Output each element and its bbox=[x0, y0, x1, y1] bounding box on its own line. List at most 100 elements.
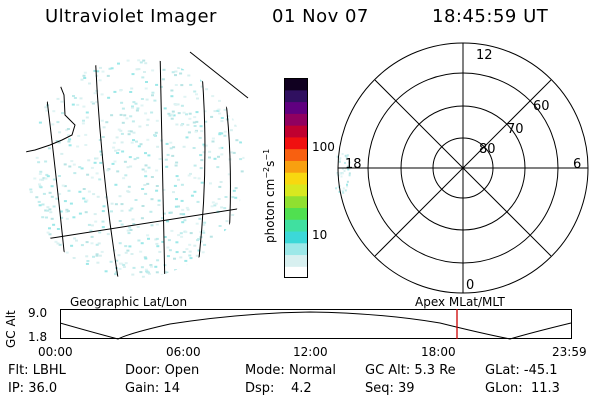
speckle bbox=[344, 162, 346, 164]
colorbar-band bbox=[284, 183, 308, 197]
speckle bbox=[122, 266, 126, 268]
mlt-label-12: 12 bbox=[476, 48, 493, 63]
speckle bbox=[177, 178, 180, 181]
colorbar-band bbox=[284, 125, 308, 138]
speckle bbox=[240, 199, 244, 202]
status-seq: Seq: 39 bbox=[365, 381, 415, 396]
speckle bbox=[50, 217, 54, 220]
speckle bbox=[100, 153, 104, 156]
speckle bbox=[102, 205, 106, 208]
speckle bbox=[79, 97, 83, 100]
speckle bbox=[84, 144, 88, 146]
speckle bbox=[95, 253, 99, 256]
speckle bbox=[138, 125, 142, 128]
speckle bbox=[174, 74, 177, 77]
speckle bbox=[167, 239, 171, 242]
speckle bbox=[41, 178, 45, 181]
speckle bbox=[101, 220, 105, 223]
speckle bbox=[143, 71, 146, 73]
colorbar-band bbox=[284, 148, 308, 161]
speckle bbox=[211, 137, 215, 140]
speckle bbox=[98, 139, 102, 141]
speckle bbox=[63, 185, 67, 188]
speckle bbox=[180, 183, 184, 186]
speckle bbox=[134, 199, 138, 201]
speckle bbox=[141, 76, 145, 79]
speckle bbox=[101, 210, 105, 213]
speckle bbox=[217, 108, 221, 111]
lat-label-70: 70 bbox=[507, 122, 524, 137]
speckle bbox=[193, 176, 197, 179]
speckle bbox=[114, 271, 118, 274]
speckle bbox=[341, 153, 344, 155]
speckle bbox=[73, 97, 77, 99]
speckle bbox=[49, 211, 53, 214]
speckle bbox=[65, 208, 69, 211]
speckle bbox=[96, 195, 100, 198]
colorbar-band bbox=[284, 242, 308, 256]
speckle bbox=[100, 119, 104, 122]
speckle bbox=[42, 177, 46, 180]
speckle bbox=[29, 191, 33, 194]
speckle bbox=[148, 272, 151, 275]
speckle bbox=[189, 232, 193, 235]
speckle bbox=[170, 117, 174, 120]
speckle bbox=[114, 273, 118, 276]
speckle bbox=[186, 208, 190, 211]
speckle bbox=[99, 161, 103, 164]
speckle bbox=[130, 253, 134, 255]
speckle bbox=[174, 163, 178, 166]
speckle bbox=[210, 205, 214, 208]
speckle bbox=[46, 175, 50, 178]
speckle bbox=[342, 187, 345, 190]
speckle bbox=[193, 244, 197, 247]
speckle bbox=[175, 251, 179, 254]
speckle bbox=[85, 111, 89, 114]
speckle bbox=[147, 154, 151, 157]
speckle bbox=[174, 103, 178, 106]
speckle bbox=[231, 214, 235, 216]
colorbar-tick-100: 100 bbox=[312, 140, 335, 154]
speckle bbox=[187, 74, 191, 77]
speckle bbox=[46, 209, 49, 212]
speckle bbox=[50, 185, 54, 188]
speckle bbox=[347, 165, 349, 168]
speckle bbox=[130, 141, 134, 144]
speckle bbox=[346, 154, 349, 157]
speckle bbox=[35, 196, 39, 199]
speckle bbox=[177, 234, 181, 237]
speckle bbox=[213, 157, 217, 160]
speckle bbox=[124, 251, 128, 254]
speckle bbox=[198, 136, 202, 139]
image-date: 01 Nov 07 bbox=[272, 6, 369, 27]
speckle bbox=[54, 240, 58, 243]
speckle bbox=[80, 244, 84, 247]
speckle bbox=[157, 199, 161, 202]
speckle bbox=[126, 229, 130, 232]
speckle bbox=[125, 117, 129, 120]
speckle bbox=[163, 236, 167, 238]
speckle bbox=[83, 77, 87, 79]
speckle bbox=[50, 195, 54, 198]
speckle bbox=[119, 129, 123, 132]
speckle bbox=[92, 193, 96, 196]
speckle bbox=[87, 223, 91, 226]
speckle bbox=[66, 210, 70, 213]
colorbar-band bbox=[284, 89, 308, 103]
speckle bbox=[161, 240, 165, 243]
altitude-curve bbox=[60, 311, 572, 340]
speckle bbox=[72, 95, 75, 97]
speckle bbox=[182, 251, 186, 253]
speckle bbox=[67, 140, 71, 143]
speckle bbox=[82, 188, 86, 190]
speckle bbox=[68, 138, 72, 141]
lat-label-80: 80 bbox=[479, 142, 496, 157]
speckle bbox=[60, 100, 64, 103]
speckle bbox=[56, 121, 60, 124]
instrument-title: Ultraviolet Imager bbox=[45, 6, 217, 27]
speckle bbox=[196, 97, 199, 100]
speckle bbox=[231, 118, 235, 121]
speckle bbox=[220, 117, 224, 119]
speckle bbox=[123, 114, 127, 117]
speckle bbox=[72, 216, 76, 219]
